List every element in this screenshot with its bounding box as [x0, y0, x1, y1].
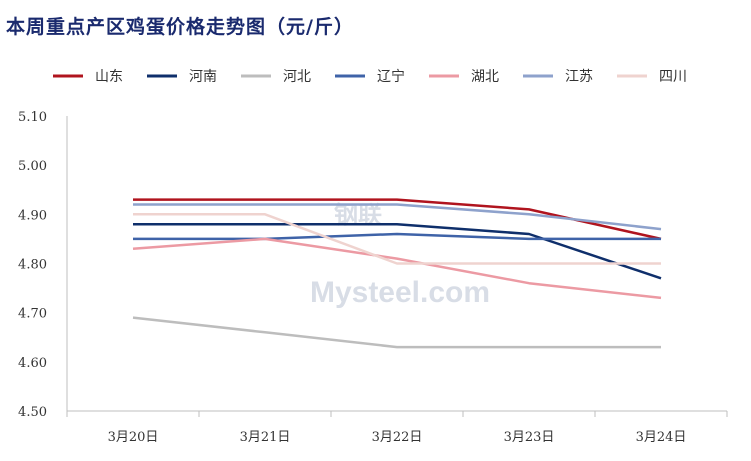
x-tick-label: 3月21日	[240, 430, 291, 445]
series-line-2	[132, 316, 661, 349]
legend: 山东 河南 河北 辽宁 湖北 江苏 四川	[53, 68, 687, 85]
y-tick-label: 4.70	[18, 307, 47, 322]
x-tick-label: 3月23日	[504, 430, 555, 445]
y-tick-label: 4.60	[18, 356, 47, 371]
series-line-1	[133, 222, 662, 280]
x-tick-label: 3月20日	[108, 430, 159, 445]
series-line-3	[133, 232, 661, 241]
watermark: 钢联 Mysteel.com	[310, 202, 490, 309]
y-tick-label: 5.00	[18, 159, 47, 174]
chart-title: 本周重点产区鸡蛋价格走势图（元/斤）	[6, 16, 354, 38]
watermark-line2: Mysteel.com	[310, 276, 490, 309]
series-line-4	[132, 237, 662, 300]
series-lines	[132, 198, 662, 349]
y-tick-label: 5.10	[18, 110, 47, 125]
axes: 4.50 4.60 4.70 4.80 4.90 5.00 5.10 3月20日 3月21日 3月…	[18, 110, 728, 445]
legend-label-5: 江苏	[565, 69, 593, 85]
y-tick-label: 4.80	[18, 258, 47, 273]
series-line-6	[133, 213, 661, 265]
legend-label-1: 河南	[189, 69, 217, 85]
y-tick-label: 4.50	[18, 405, 47, 420]
legend-label-4: 湖北	[471, 69, 499, 85]
series-line-5	[133, 203, 662, 231]
x-tick-label: 3月22日	[372, 430, 423, 445]
legend-label-6: 四川	[659, 69, 687, 85]
y-tick-label: 4.90	[18, 208, 47, 223]
legend-label-3: 辽宁	[377, 68, 405, 85]
legend-label-2: 河北	[283, 69, 311, 85]
legend-label-0: 山东	[95, 69, 123, 85]
x-tick-label: 3月24日	[636, 430, 687, 445]
